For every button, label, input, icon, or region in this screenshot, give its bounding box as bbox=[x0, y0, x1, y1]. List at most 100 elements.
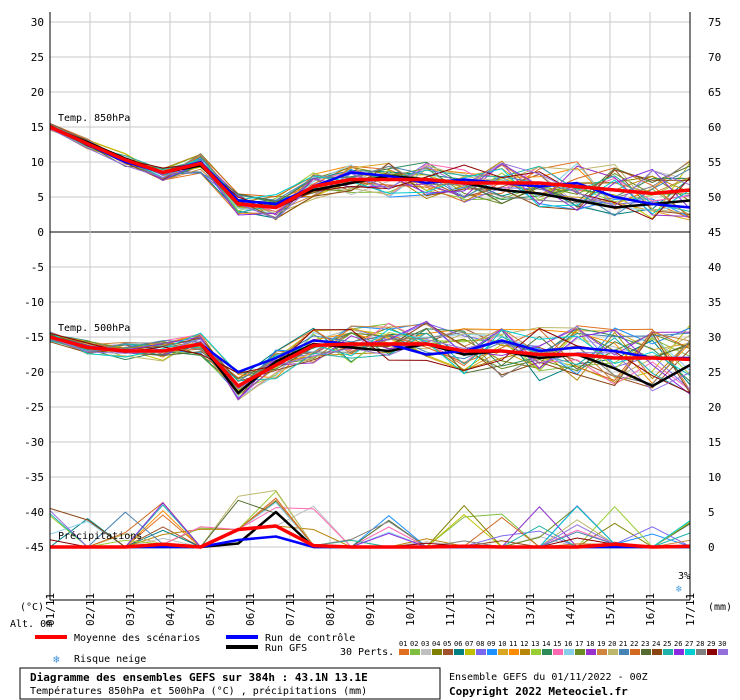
left-unit: (°C) bbox=[20, 602, 44, 613]
pert-swatch bbox=[564, 649, 574, 655]
legend-snow-label: Risque neige bbox=[74, 654, 146, 665]
y-tick-left: -30 bbox=[24, 436, 44, 449]
footer-subtitle: Températures 850hPa et 500hPa (°C) , pré… bbox=[30, 685, 367, 697]
pert-swatch bbox=[685, 649, 695, 655]
y-tick-right: 30 bbox=[708, 331, 721, 344]
pert-swatch bbox=[542, 649, 552, 655]
pert-swatch bbox=[531, 649, 541, 655]
pert-swatch bbox=[432, 649, 442, 655]
y-tick-right: 50 bbox=[708, 191, 721, 204]
pert-number: 05 bbox=[443, 640, 451, 648]
x-tick-label: 14/11 bbox=[564, 593, 577, 626]
x-tick-label: 15/11 bbox=[604, 593, 617, 626]
label-precipitations: Précipitations bbox=[58, 530, 142, 542]
y-tick-right: 70 bbox=[708, 51, 721, 64]
pert-swatch bbox=[597, 649, 607, 655]
pert-number: 13 bbox=[531, 640, 539, 648]
series-mean-t850 bbox=[49, 125, 691, 210]
pert-number: 18 bbox=[586, 640, 594, 648]
snowflake-icon: ❄ bbox=[53, 653, 60, 666]
x-tick-label: 07/11 bbox=[284, 593, 297, 626]
x-tick-label: 04/11 bbox=[164, 593, 177, 626]
y-tick-left: -10 bbox=[24, 296, 44, 309]
pert-number: 22 bbox=[630, 640, 638, 648]
pert-number: 28 bbox=[696, 640, 704, 648]
y-tick-right: 55 bbox=[708, 156, 721, 169]
y-tick-left: 5 bbox=[37, 191, 44, 204]
y-tick-left: 0 bbox=[37, 226, 44, 239]
y-tick-left: 20 bbox=[31, 86, 44, 99]
y-tick-left: 15 bbox=[31, 121, 44, 134]
pert-number: 20 bbox=[608, 640, 616, 648]
y-tick-right: 10 bbox=[708, 471, 721, 484]
pert-number: 01 bbox=[399, 640, 407, 648]
y-tick-left: -35 bbox=[24, 471, 44, 484]
label-temp-500: Temp. 500hPa bbox=[58, 323, 130, 334]
y-tick-right: 45 bbox=[708, 226, 721, 239]
pert-number: 15 bbox=[553, 640, 561, 648]
y-tick-left: -45 bbox=[24, 541, 44, 554]
y-tick-left: -25 bbox=[24, 401, 44, 414]
pert-number: 11 bbox=[509, 640, 517, 648]
pert-swatch bbox=[443, 649, 453, 655]
x-tick-label: 01/11 bbox=[44, 593, 57, 626]
pert-swatch bbox=[498, 649, 508, 655]
pert-number: 21 bbox=[619, 640, 627, 648]
pert-swatch bbox=[652, 649, 662, 655]
footer-title: Diagramme des ensembles GEFS sur 384h : … bbox=[30, 671, 368, 684]
legend-perts-label: 30 Perts. bbox=[340, 647, 394, 658]
pert-number: 27 bbox=[685, 640, 693, 648]
member-t500-line bbox=[49, 331, 691, 389]
pert-swatch bbox=[707, 649, 717, 655]
pert-swatch bbox=[553, 649, 563, 655]
member-t500-line bbox=[49, 323, 691, 396]
legend: Moyenne des scénarios Run de contrôle Ru… bbox=[35, 632, 728, 666]
y-tick-right: 40 bbox=[708, 261, 721, 274]
x-tick-label: 08/11 bbox=[324, 593, 337, 626]
pert-swatch bbox=[465, 649, 475, 655]
y-tick-left: 10 bbox=[31, 156, 44, 169]
y-tick-left: -40 bbox=[24, 506, 44, 519]
y-tick-left: 25 bbox=[31, 51, 44, 64]
legend-control-label: Run de contrôle bbox=[265, 632, 355, 644]
pert-swatch bbox=[520, 649, 530, 655]
pert-swatch bbox=[663, 649, 673, 655]
pert-number: 24 bbox=[652, 640, 660, 648]
y-tick-right: 20 bbox=[708, 401, 721, 414]
x-tick-label: 16/11 bbox=[644, 593, 657, 626]
snow-risk-percent: 3% bbox=[678, 571, 690, 582]
pert-swatch bbox=[630, 649, 640, 655]
y-tick-right: 35 bbox=[708, 296, 721, 309]
pert-swatch bbox=[586, 649, 596, 655]
x-tick-label: 13/11 bbox=[524, 593, 537, 626]
perturbation-legend: 01 02 03 04 05 06 07 08 09 10 11 12 13 14 15 16 17 18 19 20… bbox=[399, 640, 728, 655]
member-t500-line bbox=[49, 322, 691, 396]
label-temp-850: Temp. 850hPa bbox=[58, 113, 130, 124]
pert-swatch bbox=[399, 649, 409, 655]
pert-swatch bbox=[608, 649, 618, 655]
legend-mean-label: Moyenne des scénarios bbox=[74, 632, 200, 644]
y-tick-right: 0 bbox=[708, 541, 715, 554]
pert-swatch bbox=[454, 649, 464, 655]
pert-swatch bbox=[674, 649, 684, 655]
x-tick-label: 17/11 bbox=[684, 593, 697, 626]
altitude-label: Alt. 0m bbox=[10, 619, 52, 630]
x-tick-label: 03/11 bbox=[124, 593, 137, 626]
pert-number: 30 bbox=[718, 640, 726, 648]
y-tick-left: -5 bbox=[31, 261, 44, 274]
pert-swatch bbox=[476, 649, 486, 655]
legend-gfs-label: Run GFS bbox=[265, 643, 307, 654]
footer-copyright: Copyright 2022 Meteociel.fr bbox=[449, 685, 628, 698]
footer-run: Ensemble GEFS du 01/11/2022 - 00Z bbox=[449, 672, 648, 683]
y-tick-left: -15 bbox=[24, 331, 44, 344]
pert-swatch bbox=[619, 649, 629, 655]
y-tick-left: 30 bbox=[31, 16, 44, 29]
pert-number: 07 bbox=[465, 640, 473, 648]
x-tick-label: 09/11 bbox=[364, 593, 377, 626]
y-tick-right: 75 bbox=[708, 16, 721, 29]
pert-swatch bbox=[718, 649, 728, 655]
pert-number: 03 bbox=[421, 640, 429, 648]
pert-number: 19 bbox=[597, 640, 605, 648]
